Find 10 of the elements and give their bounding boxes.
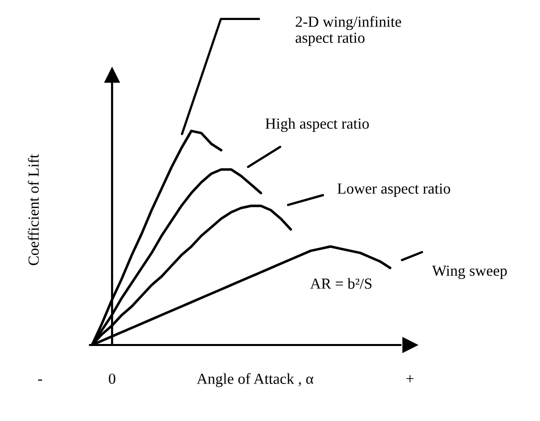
- annotation: High aspect ratio: [265, 118, 369, 132]
- text: 0: [108, 374, 116, 384]
- x-axis-title: Angle of Attack , α: [196, 373, 314, 388]
- text: Wing sweep: [432, 266, 507, 280]
- annotation: AR = b²/S: [310, 278, 372, 289]
- text: +: [406, 375, 414, 382]
- text: 2-D wing/infinite aspect ratio: [296, 16, 402, 46]
- y-axis-title: Coefficient of Lift: [28, 154, 39, 266]
- annotation: Lower aspect ratio: [337, 183, 450, 197]
- text: -: [38, 380, 42, 381]
